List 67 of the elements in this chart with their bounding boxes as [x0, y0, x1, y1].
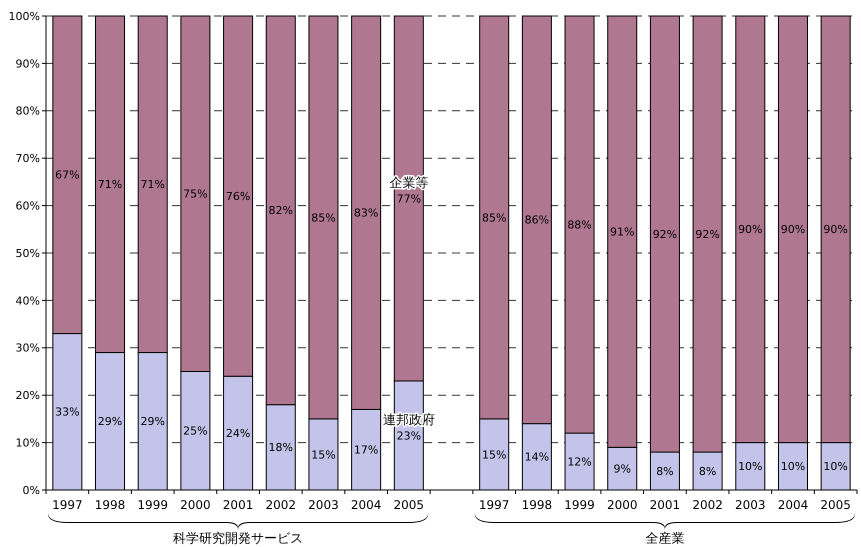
data-label: 85%: [311, 211, 336, 224]
x-tick-label: 2004: [778, 498, 808, 512]
data-label: 9%: [614, 462, 631, 476]
data-label: 86%: [524, 214, 550, 227]
x-tick-label: 2002: [265, 498, 296, 512]
data-label: 18%: [268, 441, 293, 454]
x-tick-label: 1999: [564, 498, 595, 512]
y-tick-label: 30%: [16, 342, 40, 355]
y-tick-label: 20%: [16, 389, 40, 402]
data-label: 88%: [567, 218, 592, 232]
x-tick-label: 2002: [692, 498, 723, 512]
data-label: 12%: [567, 455, 592, 468]
data-label: 10%: [780, 460, 806, 474]
data-label: 90%: [738, 223, 763, 236]
data-label: 67%: [55, 168, 80, 182]
x-tick-label: 1999: [137, 498, 168, 512]
data-label: 29%: [98, 415, 122, 428]
data-label: 75%: [183, 188, 208, 201]
data-label: 15%: [311, 448, 336, 462]
data-label: 25%: [183, 424, 208, 438]
data-label: 8%: [698, 464, 716, 478]
data-label: 29%: [140, 415, 165, 428]
x-tick-label: 2003: [735, 498, 766, 512]
x-tick-label: 2000: [180, 498, 211, 512]
y-tick-label: 50%: [16, 246, 40, 260]
x-tick-label: 2003: [308, 498, 339, 512]
data-label: 15%: [482, 448, 506, 462]
data-label: 85%: [482, 211, 506, 224]
data-label: 77%: [396, 192, 422, 206]
data-label: 76%: [226, 190, 250, 203]
data-label: 17%: [354, 444, 378, 457]
data-label: 10%: [823, 460, 848, 474]
y-tick-label: 70%: [16, 152, 40, 166]
y-tick-label: 40%: [16, 294, 40, 308]
data-label: 23%: [396, 429, 422, 442]
x-tick-label: 2001: [650, 498, 680, 512]
y-tick-label: 10%: [16, 436, 40, 450]
x-tick-label: 2004: [350, 498, 382, 512]
y-tick-label: 60%: [16, 199, 40, 212]
y-tick-label: 0%: [22, 484, 40, 497]
data-label: 14%: [524, 450, 550, 464]
data-label: 33%: [55, 406, 80, 419]
data-label: 90%: [780, 223, 806, 236]
x-tick-label: 2000: [606, 498, 638, 512]
x-tick-label: 2005: [820, 498, 851, 512]
data-label: 24%: [226, 426, 250, 440]
data-label: 92%: [652, 228, 678, 241]
x-tick-label: 1997: [478, 498, 510, 512]
data-label: 71%: [98, 178, 122, 192]
text: 科学研究開発サービス: [173, 532, 304, 547]
x-tick-label: 1997: [52, 498, 83, 512]
data-label: 10%: [738, 460, 763, 474]
x-tick-label: 2005: [394, 498, 424, 512]
data-label: 82%: [268, 204, 293, 218]
data-label: 83%: [354, 206, 378, 220]
y-tick-label: 90%: [16, 57, 40, 70]
data-label: 8%: [656, 464, 674, 478]
y-tick-label: 100%: [8, 10, 40, 23]
x-tick-label: 1998: [94, 498, 126, 512]
text: 全産業: [645, 530, 684, 547]
x-tick-label: 2001: [222, 498, 254, 512]
data-label: 92%: [695, 228, 720, 241]
data-label: 91%: [610, 226, 634, 239]
y-tick-label: 80%: [16, 104, 40, 118]
data-label: 71%: [140, 178, 165, 192]
x-tick-label: 1998: [522, 498, 552, 512]
data-label: 90%: [823, 223, 848, 236]
